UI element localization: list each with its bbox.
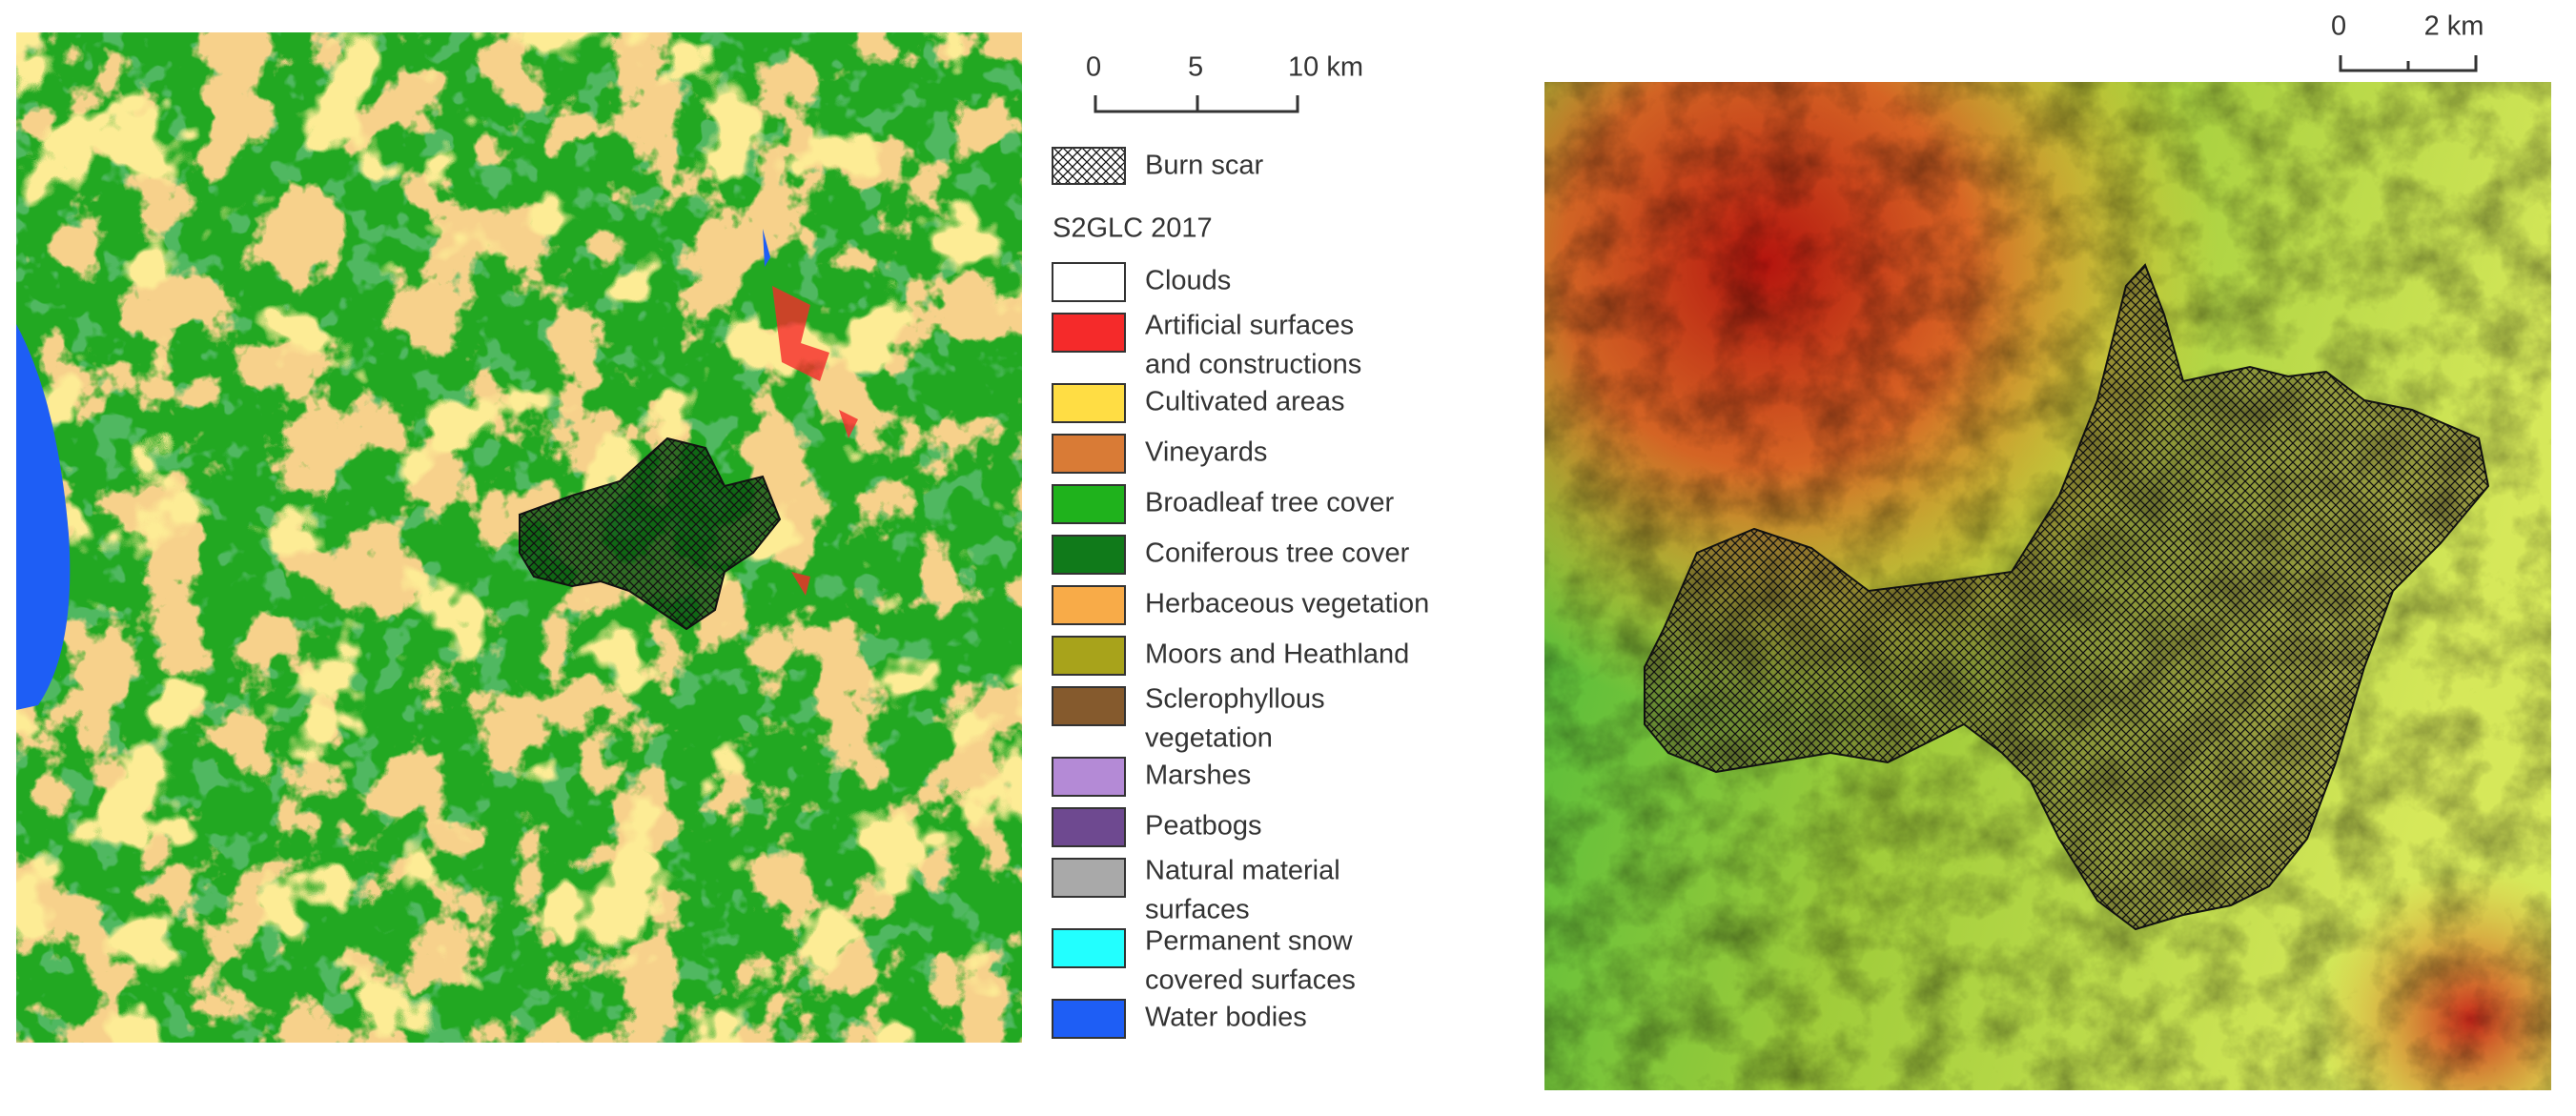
legend-label: and constructions — [1145, 350, 1361, 380]
legend-title: S2GLC 2017 — [1053, 213, 1213, 244]
legend-label: Vineyards — [1145, 437, 1267, 468]
legend-swatch — [1052, 636, 1126, 676]
legend-label: Herbaceous vegetation — [1145, 589, 1429, 619]
legend-label: vegetation — [1145, 723, 1273, 754]
legend-label: Permanent snow — [1145, 926, 1354, 957]
legend-swatch — [1052, 928, 1126, 968]
legend-swatch — [1052, 434, 1126, 474]
burn-scar-label: Burn scar — [1145, 151, 1263, 181]
legend-label: Artificial surfaces — [1145, 311, 1354, 341]
legend-swatch — [1052, 262, 1126, 302]
legend-label: Sclerophyllous — [1145, 684, 1325, 715]
legend-label: covered surfaces — [1145, 965, 1356, 996]
legend-swatch — [1052, 585, 1126, 625]
legend-label: Broadleaf tree cover — [1145, 488, 1394, 518]
scale-label: 0 — [1086, 52, 1101, 83]
legend-swatch — [1052, 313, 1126, 353]
legend-swatch — [1052, 807, 1126, 847]
scale-bar-left — [1094, 95, 1299, 113]
scale-label: 2 km — [2424, 11, 2484, 42]
legend-label: Peatbogs — [1145, 811, 1262, 842]
legend-label: Moors and Heathland — [1145, 639, 1409, 670]
legend-label: Natural material — [1145, 856, 1340, 886]
burn-scar-swatch — [1052, 147, 1126, 185]
legend-label: Cultivated areas — [1145, 387, 1345, 417]
legend-swatch — [1052, 484, 1126, 524]
legend-label: Marshes — [1145, 761, 1251, 791]
land-cover-map — [16, 32, 1022, 1043]
legend-label: surfaces — [1145, 895, 1250, 925]
legend-swatch — [1052, 535, 1126, 575]
scale-label: 0 — [2331, 11, 2346, 42]
scale-label: 10 km — [1288, 52, 1363, 83]
legend-swatch — [1052, 757, 1126, 797]
legend-swatch — [1052, 999, 1126, 1039]
legend: Clouds Artificial surfaces and constructio… — [1052, 262, 1429, 1039]
scale-label: 5 — [1188, 52, 1203, 83]
legend-swatch — [1052, 858, 1126, 898]
legend-label: Coniferous tree cover — [1145, 538, 1410, 569]
legend-swatch — [1052, 383, 1126, 423]
legend-label: Water bodies — [1145, 1003, 1307, 1033]
legend-label: Clouds — [1145, 266, 1231, 296]
elevation-map — [1544, 82, 2551, 1090]
legend-swatch — [1052, 686, 1126, 726]
scale-bar-right — [2339, 55, 2478, 72]
